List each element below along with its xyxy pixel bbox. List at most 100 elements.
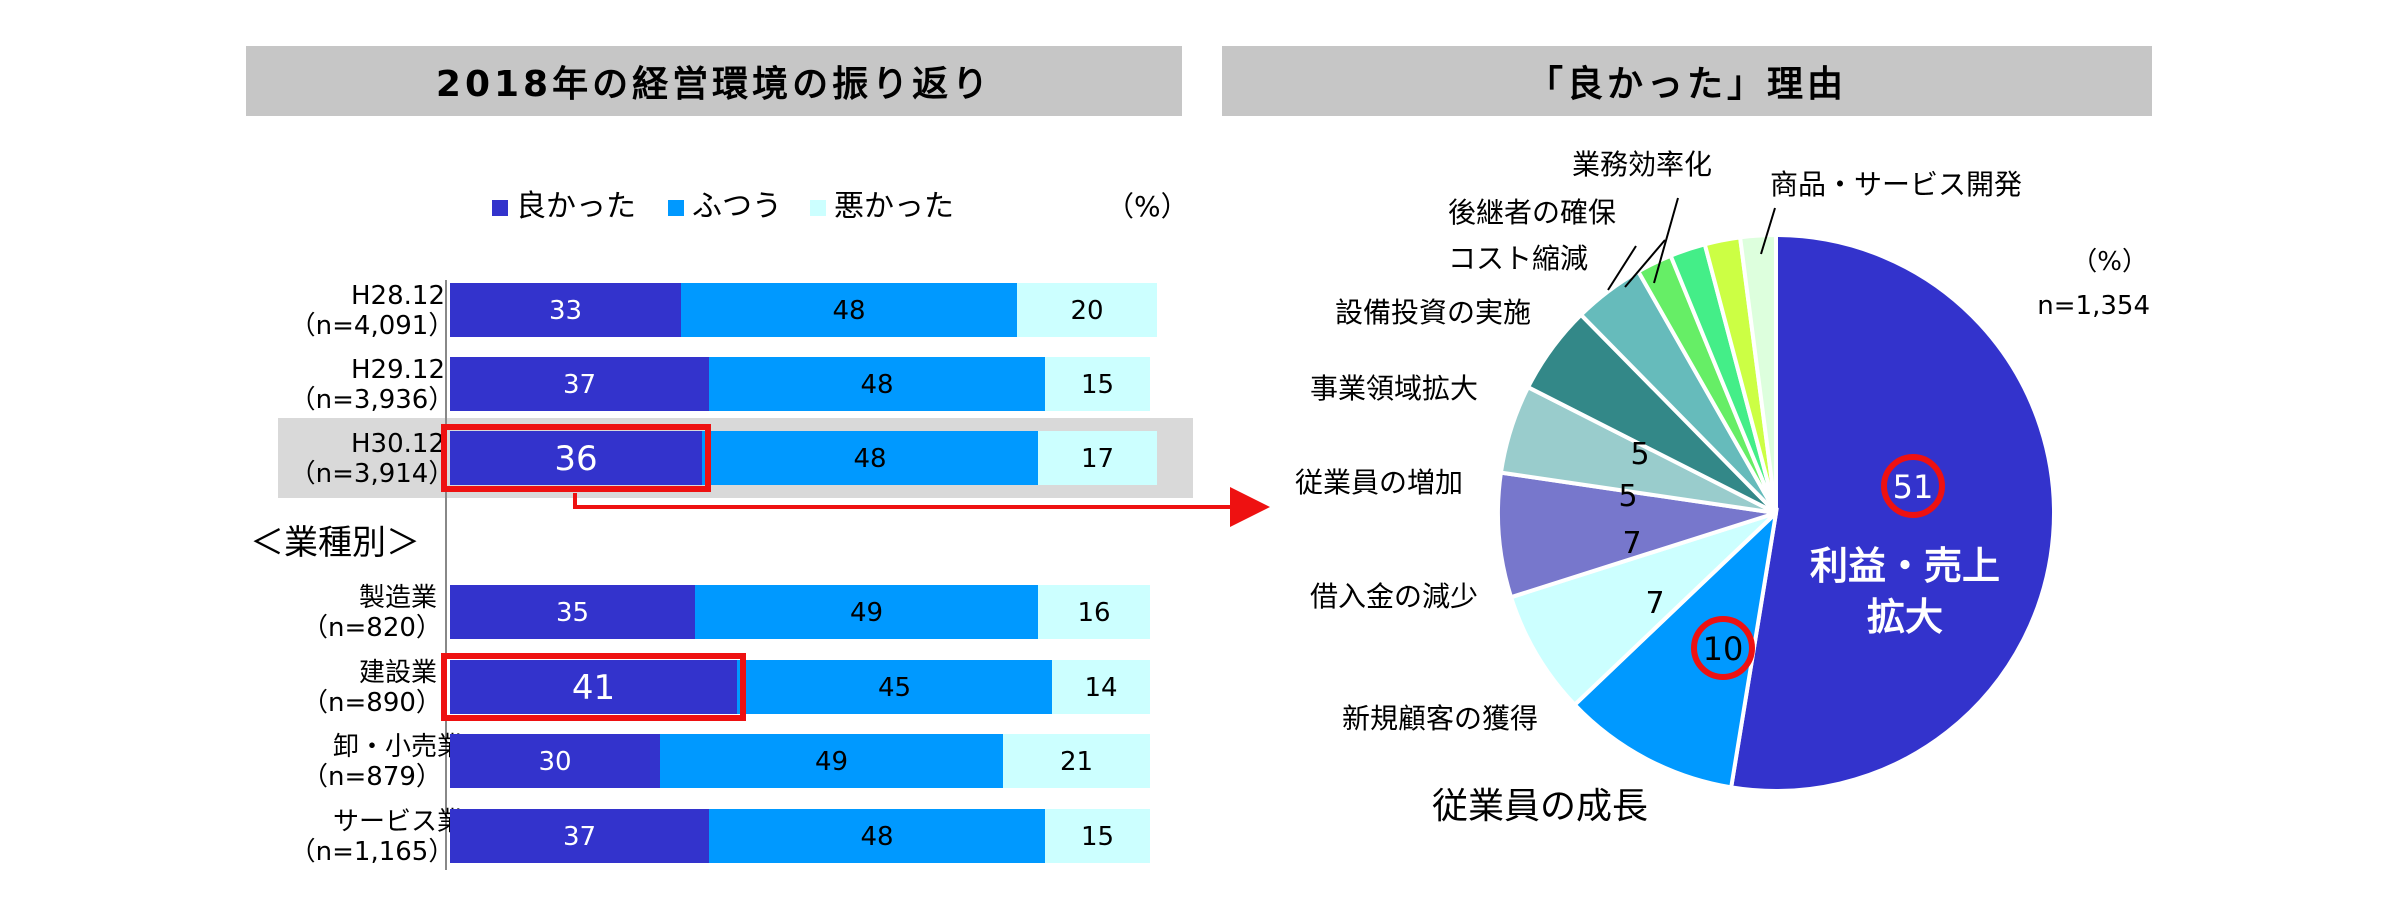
bar-segment [709, 809, 1045, 863]
pie-slice-label: 従業員の成長 [1432, 786, 1648, 827]
pie-slice-label: コスト縮減 [1448, 242, 1588, 275]
category-sample-size: （n=890） [302, 688, 442, 718]
category-sample-size: （n=1,165） [290, 837, 455, 867]
bar-segment [1045, 357, 1150, 411]
bar-segment [1045, 809, 1150, 863]
pie-main-label: 利益・売上 [1810, 544, 2000, 588]
category-label: H29.12 [351, 355, 445, 385]
pie-sample-size: n=1,354 [2037, 291, 2150, 321]
bar-segment [450, 585, 695, 639]
group-label: ＜業種別＞ [250, 523, 420, 563]
bar-value-label: 36 [554, 439, 597, 479]
pie-value-label: 5 [1618, 479, 1637, 514]
category-label: 製造業 [359, 583, 437, 613]
category-label: 建設業 [359, 658, 437, 688]
bar-value-label: 48 [853, 444, 886, 474]
pie-leader-line [1607, 245, 1637, 291]
bar-segment [450, 283, 681, 337]
bar-value-label: 21 [1060, 747, 1093, 777]
bar-value-label: 14 [1084, 673, 1117, 703]
bar-segment [450, 660, 737, 714]
pie-slice-label: 業務効率化 [1572, 148, 1712, 181]
bar-segment [737, 660, 1052, 714]
legend-swatch-0 [492, 200, 508, 216]
category-sample-size: （n=3,914） [290, 459, 455, 489]
pie-slice-label: 事業領域拡大 [1310, 372, 1478, 405]
bar-segment [450, 809, 709, 863]
bar-segment [450, 734, 660, 788]
legend-swatch-1 [668, 200, 684, 216]
category-label: H28.12 [351, 281, 445, 311]
pie-slice-label: 設備投資の実施 [1335, 296, 1531, 329]
bar-segment [450, 431, 702, 485]
bar-value-label: 48 [860, 822, 893, 852]
category-sample-size: （n=820） [302, 613, 442, 643]
bar-segment [1038, 431, 1157, 485]
pie-value-label: 7 [1622, 526, 1641, 561]
bar-value-label: 37 [563, 370, 596, 400]
bar-value-label: 15 [1081, 370, 1114, 400]
bar-value-label: 48 [860, 370, 893, 400]
value-highlight-circle [1691, 616, 1755, 680]
bar-unit-label: （%） [1106, 190, 1189, 223]
pie-value-label: 7 [1645, 586, 1664, 621]
bar-segment [1003, 734, 1150, 788]
bar-value-label: 37 [563, 822, 596, 852]
stacked-bar-chart: H28.12（n=4,091） 33 48 20 H29.12（n=3,936） 37 48… [250, 280, 1270, 870]
category-sample-size: （n=3,936） [290, 385, 455, 415]
right-panel-title: 「良かった」理由 [1222, 46, 2152, 116]
bar-segment [1017, 283, 1157, 337]
bar-value-label: 49 [815, 747, 848, 777]
pie-slice-label: 商品・サービス開発 [1770, 168, 2022, 201]
pie-slice-label: 後継者の確保 [1448, 196, 1616, 229]
pie-chart: 従業員の成長 新規顧客の獲得 借入金の減少 従業員の増加 事業領域拡大 設備投資の実施 コス… [1295, 148, 2150, 827]
pie-value-label: 10 [1703, 630, 1744, 668]
category-sample-size: （n=879） [302, 762, 442, 792]
pie-slice [1508, 511, 1778, 708]
left-panel-title: 2018年の経営環境の振り返り [246, 46, 1182, 116]
legend-swatch-2 [810, 200, 826, 216]
bar-value-label: 41 [572, 668, 615, 708]
value-highlight-circle [1881, 454, 1945, 518]
bar-value-label: 17 [1081, 444, 1114, 474]
bar-value-label: 48 [832, 296, 865, 326]
pie-value-label: 51 [1893, 468, 1934, 506]
pie-slice-label: 新規顧客の獲得 [1342, 702, 1538, 735]
bar-segment [695, 585, 1038, 639]
pie-slice-label: 借入金の減少 [1310, 580, 1478, 613]
legend-label-0: 良かった [516, 189, 636, 224]
highlight-box [441, 424, 711, 492]
connector-arrow [573, 487, 1270, 527]
pie-leader-line [1760, 207, 1776, 255]
pie-slice [1737, 232, 1778, 514]
bar-segment [681, 283, 1017, 337]
pie-slice [1571, 507, 1779, 790]
bar-value-label: 15 [1081, 822, 1114, 852]
bar-segment [450, 357, 709, 411]
legend-label-1: ふつう [692, 189, 782, 224]
bar-legend: 良かった ふつう 悪かった （%） [492, 189, 1189, 224]
bar-value-label: 35 [556, 598, 589, 628]
bar-value-label: 33 [549, 296, 582, 326]
highlight-box [441, 653, 746, 721]
bar-value-label: 45 [878, 673, 911, 703]
bar-segment [709, 357, 1045, 411]
bar-segment [660, 734, 1003, 788]
bar-segment [702, 431, 1038, 485]
pie-value-label: 5 [1630, 437, 1649, 472]
bar-value-label: 30 [538, 747, 571, 777]
bar-value-label: 20 [1070, 296, 1103, 326]
legend-label-2: 悪かった [834, 189, 954, 224]
category-sample-size: （n=4,091） [290, 311, 455, 341]
pie-slice [1728, 232, 2056, 793]
pie-slice-label: 従業員の増加 [1295, 466, 1463, 499]
bar-value-label: 16 [1077, 598, 1110, 628]
pie-unit-label: （%） [2071, 247, 2148, 277]
category-label: 卸・小売業 [333, 732, 463, 762]
bar-segment [1038, 585, 1150, 639]
bar-value-label: 49 [850, 598, 883, 628]
pie-leader-line [1653, 197, 1679, 284]
bar-segment [1052, 660, 1150, 714]
pie-main-label: 拡大 [1867, 595, 1943, 639]
